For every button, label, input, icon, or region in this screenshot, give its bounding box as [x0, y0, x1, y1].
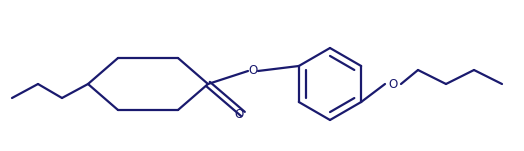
Text: O: O — [234, 109, 244, 122]
Text: O: O — [388, 77, 398, 90]
Text: O: O — [248, 64, 258, 77]
